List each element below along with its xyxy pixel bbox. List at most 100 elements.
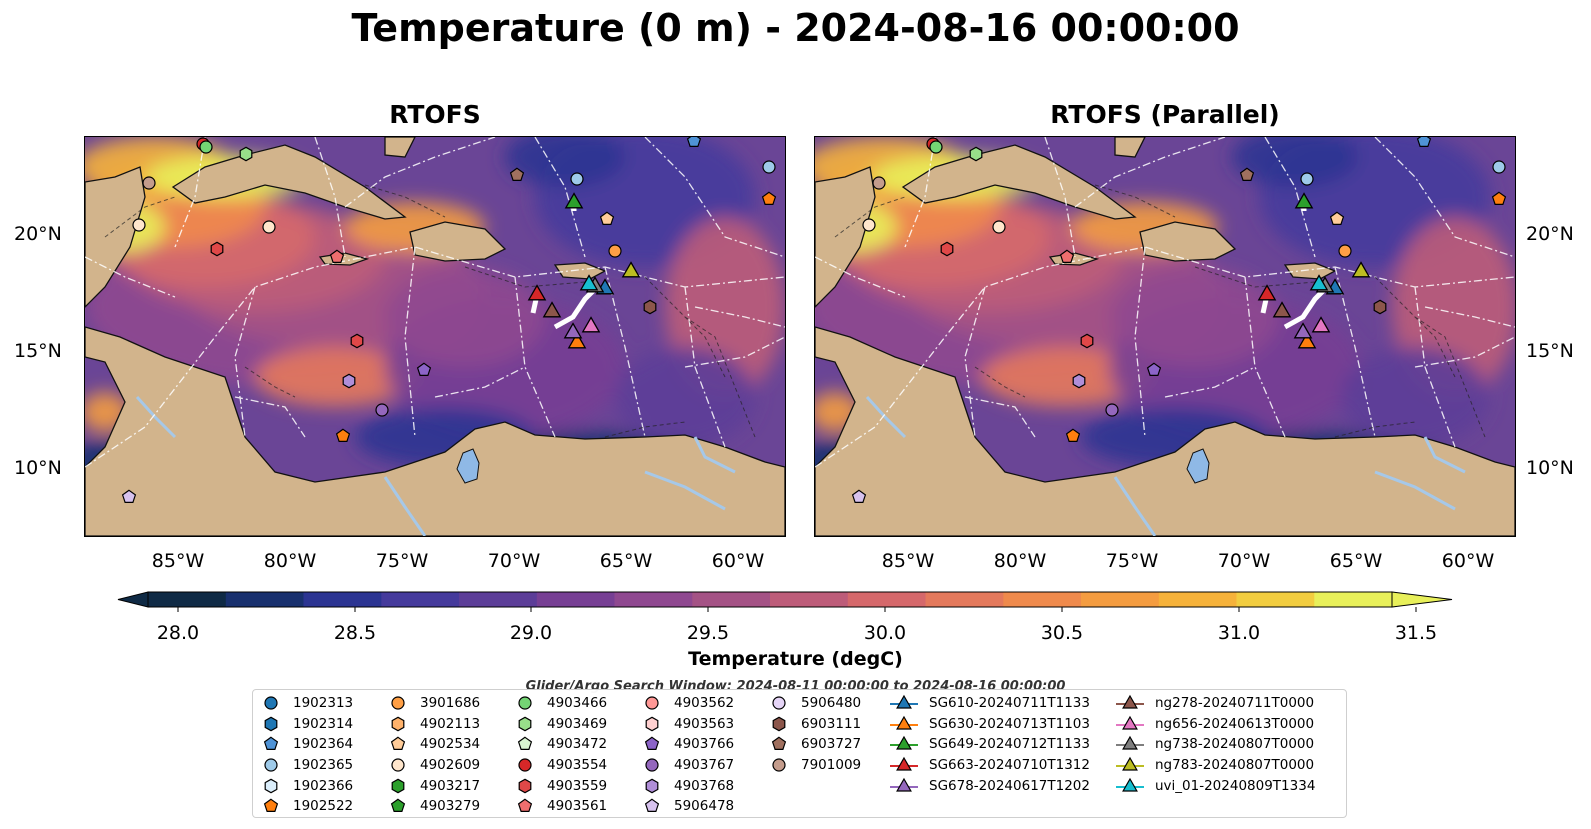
legend-item-argo: 4903466 [513,693,607,714]
legend-marker [391,696,405,710]
argo-float-marker [1146,362,1162,376]
legend-item-argo: 4902609 [386,755,480,776]
legend-item-glider: ng278-20240711T0000 [1115,693,1315,714]
legend-item-argo: 1902364 [259,734,353,755]
colorbar-bin [692,592,771,607]
legend-marker [263,798,279,813]
legend-item-argo: 5906478 [640,796,734,817]
legend-label: 4903766 [674,736,735,753]
hexagon-marker-icon [391,716,405,732]
colorbar-tick: 28.0 [156,622,200,644]
argo-float-marker [872,176,886,190]
argo-float-marker [1338,244,1352,258]
panel-title-rtofs-parallel: RTOFS (Parallel) [1050,100,1280,129]
legend-label: SG610-20240711T1133 [929,695,1090,712]
legend-item-glider: SG663-20240710T1312 [889,755,1090,776]
glider-marker [1351,261,1371,278]
legend-label: 1902366 [293,777,354,794]
landmass [384,137,416,158]
legend-label: 4902113 [420,715,481,732]
triangle-marker-icon [1116,736,1144,751]
legend-item-argo: 4902113 [386,714,480,735]
legend-marker [645,758,659,772]
lon-label-70w-right: 70°W [1217,550,1271,572]
legend-item-argo: 4903217 [386,775,480,796]
legend-label: 4903217 [420,777,481,794]
argo-float-marker [1373,299,1387,315]
triangle-marker-icon [890,715,918,730]
argo-float-marker [199,140,213,154]
hexagon-marker-icon [645,778,659,794]
legend-label: 7901009 [801,757,862,774]
map-panel-rtofs[interactable] [84,136,786,537]
legend-item-argo: 7901009 [767,755,861,776]
pentagon-marker-icon [390,798,406,813]
triangle-marker-icon [1116,715,1144,730]
legend-label: 4903279 [420,798,481,815]
river [644,470,726,511]
argo-float-marker [599,211,615,226]
legend-column: SG610-20240711T1133 SG630-20240713T1103 SG… [889,693,1090,796]
legend-item-argo: 1902313 [259,693,353,714]
hexagon-marker-icon [264,778,278,794]
argo-float-marker [761,191,777,206]
circle-marker-icon [645,758,659,772]
legend-column: 4903466 4903469 4903472 4903554 4903559 49035… [513,693,607,817]
pentagon-marker-icon [263,798,279,813]
legend-item-argo: 4903561 [513,796,607,817]
triangle-marker-icon [1116,756,1144,771]
argo-float-marker [686,137,702,147]
glider-marker [621,261,641,278]
legend-label: 4903562 [674,695,735,712]
legend-marker [390,798,406,813]
argo-float-marker [375,403,389,417]
legend-label: 1902314 [293,715,354,732]
legend-label: 4903472 [547,736,608,753]
legend-label: 4903768 [674,777,735,794]
triangle-marker-icon [890,777,918,792]
legend-label: 1902522 [293,798,354,815]
colorbar-bin [1003,592,1082,607]
legend-label: 1902313 [293,695,354,712]
lon-label-80w-left: 80°W [263,550,317,572]
landmass [553,262,607,280]
lat-label-20n-left: 20°N [14,223,62,245]
river [1423,436,1466,474]
colorbar-tick: 30.0 [863,622,907,644]
river [693,436,736,474]
legend-label: 4903554 [547,757,608,774]
hexagon-marker-icon [264,716,278,732]
argo-float-marker [509,167,525,182]
glider-marker [581,316,601,333]
argo-float-marker [329,249,345,264]
argo-float-marker [210,241,224,257]
lat-label-15n-right: 15°N [1526,340,1574,362]
legend-marker [264,696,278,710]
colorbar-tick: 31.0 [1217,622,1261,644]
hexagon-marker-icon [518,778,532,794]
triangle-marker-icon [1116,695,1144,709]
glider-marker [1293,322,1313,339]
argo-float-marker [416,362,432,376]
legend-label: 5906480 [801,695,862,712]
argo-float-marker [342,373,356,389]
legend-marker [391,758,405,772]
legend-label: ng278-20240711T0000 [1155,695,1315,712]
legend-marker [771,737,787,751]
legend-label: uvi_01-20240809T1334 [1155,777,1316,794]
lat-label-10n-left: 10°N [14,457,62,479]
colorbar-bin [148,592,227,607]
legend-label: ng656-20240613T0000 [1155,715,1315,732]
legend-item-argo: 4903279 [386,796,480,817]
lat-label-10n-right: 10°N [1526,457,1574,479]
map-panel-rtofs-parallel[interactable] [814,136,1516,537]
legend-marker [390,737,406,751]
lon-label-80w-right: 80°W [993,550,1047,572]
legend-item-argo: 4903562 [640,693,734,714]
argo-float-marker [132,218,146,232]
glider-marker [563,322,583,339]
argo-float-marker [1491,191,1507,206]
glider-marker [1297,332,1317,349]
argo-float-marker [1072,373,1086,389]
argo-float-marker [1329,211,1345,226]
